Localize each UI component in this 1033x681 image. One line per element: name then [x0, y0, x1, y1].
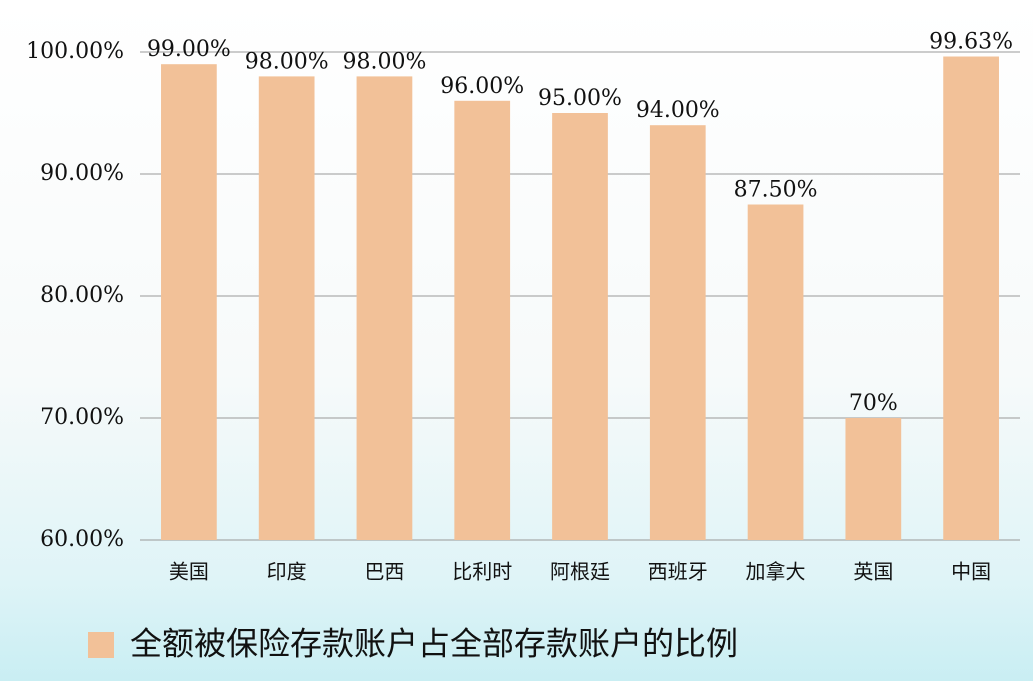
y-tick-label: 60.00% [40, 527, 124, 552]
legend-swatch [88, 632, 114, 658]
y-tick-label: 80.00% [40, 283, 124, 308]
x-tick-label: 阿根廷 [550, 560, 610, 584]
bar [943, 56, 999, 540]
bar [161, 64, 217, 540]
value-label: 87.50% [734, 178, 818, 203]
bar [552, 113, 608, 540]
y-tick-label: 70.00% [40, 405, 124, 430]
value-label: 98.00% [245, 49, 329, 74]
bar [747, 204, 804, 540]
x-tick-label: 印度 [267, 560, 307, 584]
x-tick-label: 中国 [951, 560, 991, 584]
value-label: 96.00% [440, 74, 524, 99]
value-label: 99.00% [147, 37, 231, 62]
value-label: 94.00% [636, 98, 720, 123]
bar [454, 100, 511, 541]
value-label: 99.63% [929, 30, 1013, 55]
x-tick-label: 西班牙 [648, 560, 708, 584]
x-tick-label: 加拿大 [746, 560, 806, 584]
bar [649, 125, 706, 540]
bar [258, 76, 315, 541]
x-tick-label: 比利时 [452, 560, 512, 584]
bar [356, 76, 413, 541]
value-label: 70% [849, 391, 898, 416]
value-label: 95.00% [538, 86, 622, 111]
x-tick-label: 英国 [853, 560, 893, 584]
y-tick-label: 90.00% [40, 161, 124, 186]
value-label: 98.00% [342, 49, 426, 74]
y-tick-label: 100.00% [26, 39, 124, 64]
legend-label: 全额被保险存款账户占全部存款账户的比例 [130, 625, 738, 663]
x-tick-label: 美国 [169, 560, 209, 584]
bar [845, 418, 902, 540]
x-tick-label: 巴西 [364, 560, 404, 584]
